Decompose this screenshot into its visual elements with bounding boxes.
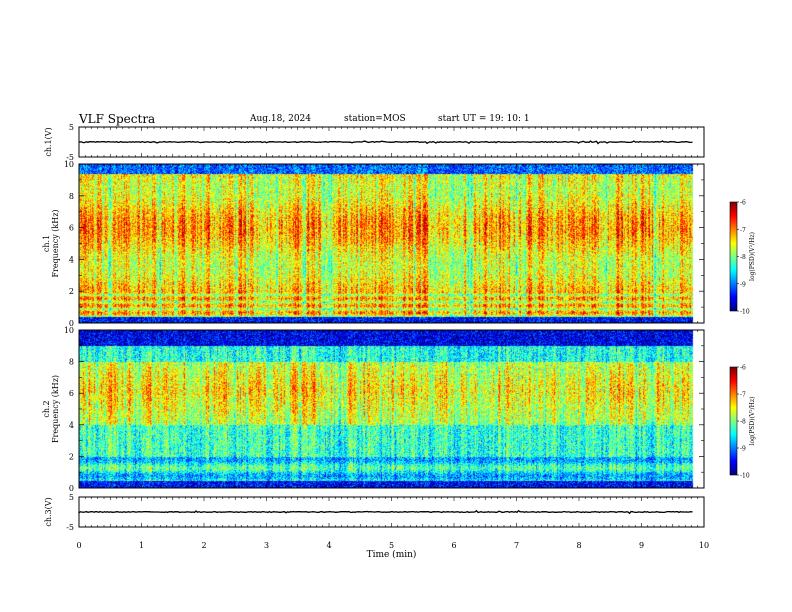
- colorbar-tick-label: -8: [740, 419, 746, 426]
- colorbar-label: log(PSD)(V²/Hz): [749, 397, 756, 446]
- colorbar-tick-label: -10: [740, 309, 750, 316]
- x-tick-label: 1: [139, 541, 144, 550]
- x-tick-label: 9: [639, 541, 644, 550]
- ch1-spectrogram: [79, 164, 704, 323]
- y-tick-label: 6: [69, 224, 74, 233]
- y-tick-label: 5: [69, 123, 74, 132]
- y-tick-label: 8: [69, 358, 74, 367]
- y-axis-label: ch.3(V): [44, 497, 53, 526]
- start-time-label: start UT = 19: 10: 1: [438, 114, 530, 124]
- ch2-spectrogram: [79, 330, 704, 488]
- y-tick-label: 6: [69, 389, 74, 398]
- y-axis-label: Frequency (kHz): [51, 209, 60, 277]
- y-tick-label: 2: [69, 287, 74, 296]
- colorbar-tick-label: -6: [740, 200, 746, 207]
- y-tick-label: -5: [66, 153, 74, 162]
- colorbar-tick-label: -6: [740, 365, 746, 372]
- colorbar-2: [730, 367, 737, 475]
- station-label: station=MOS: [344, 114, 406, 124]
- colorbar-tick-label: -8: [740, 254, 746, 261]
- x-tick-label: 8: [576, 541, 581, 550]
- chart-title: VLF Spectra: [79, 112, 156, 126]
- x-tick-label: 3: [264, 541, 269, 550]
- y-axis-label-channel: ch.1: [42, 235, 51, 252]
- x-axis-label: Time (min): [367, 549, 417, 560]
- y-tick-label: 0: [69, 484, 74, 493]
- colorbar-tick-label: -9: [740, 281, 746, 288]
- x-tick-label: 7: [514, 541, 519, 550]
- y-tick-label: 10: [64, 326, 74, 335]
- y-tick-label: 4: [69, 255, 74, 264]
- colorbar-tick-label: -7: [740, 227, 746, 234]
- x-tick-label: 4: [326, 541, 331, 550]
- x-tick-label: 6: [451, 541, 456, 550]
- x-tick-label: 0: [76, 541, 81, 550]
- y-tick-label: 4: [69, 421, 74, 430]
- colorbar-tick-label: -10: [740, 473, 750, 480]
- y-axis-label: Frequency (kHz): [51, 375, 60, 443]
- y-tick-label: 5: [69, 493, 74, 502]
- ch1-waveform-trace: [78, 140, 693, 145]
- colorbar-1: [730, 202, 737, 311]
- colorbar-tick-label: -7: [740, 392, 746, 399]
- y-axis-label-channel: ch.2: [42, 400, 51, 417]
- x-tick-label: 5: [389, 541, 394, 550]
- ch3-waveform-trace: [78, 509, 693, 515]
- colorbar-label: log(PSD)(V²/Hz): [749, 232, 756, 281]
- y-tick-label: -5: [66, 523, 74, 532]
- y-axis-label: ch.1(V): [44, 127, 53, 156]
- y-tick-label: 0: [69, 319, 74, 328]
- y-tick-label: 8: [69, 192, 74, 201]
- x-tick-label: 2: [201, 541, 206, 550]
- y-tick-label: 10: [64, 160, 74, 169]
- y-tick-label: 2: [69, 452, 74, 461]
- colorbar-tick-label: -9: [740, 446, 746, 453]
- date-label: Aug.18, 2024: [250, 114, 311, 124]
- x-tick-label: 10: [699, 541, 709, 550]
